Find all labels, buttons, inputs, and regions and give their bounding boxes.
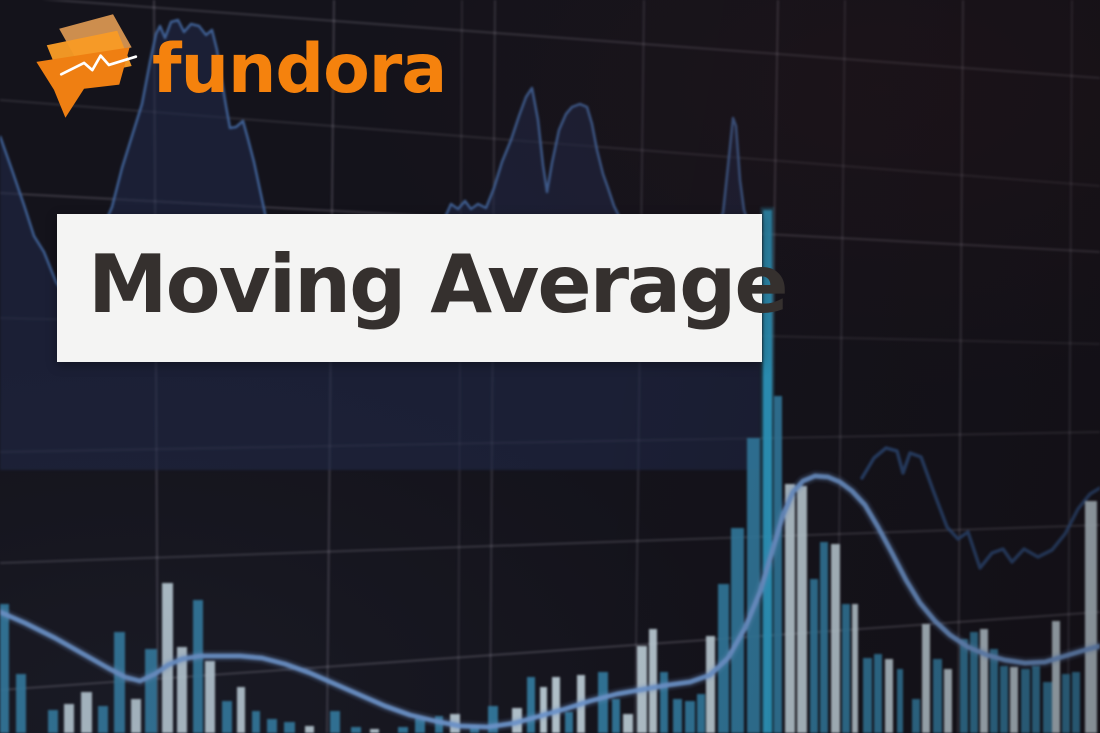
brand-name: fundora	[152, 30, 447, 109]
logo-layer-front	[36, 47, 130, 118]
title-box: Moving Average	[57, 214, 789, 362]
page-title: Moving Average	[88, 238, 789, 331]
brand-logo: fundora	[26, 8, 447, 124]
fundora-logo-icon	[36, 14, 138, 118]
logo-pulse-line-icon	[59, 54, 138, 76]
